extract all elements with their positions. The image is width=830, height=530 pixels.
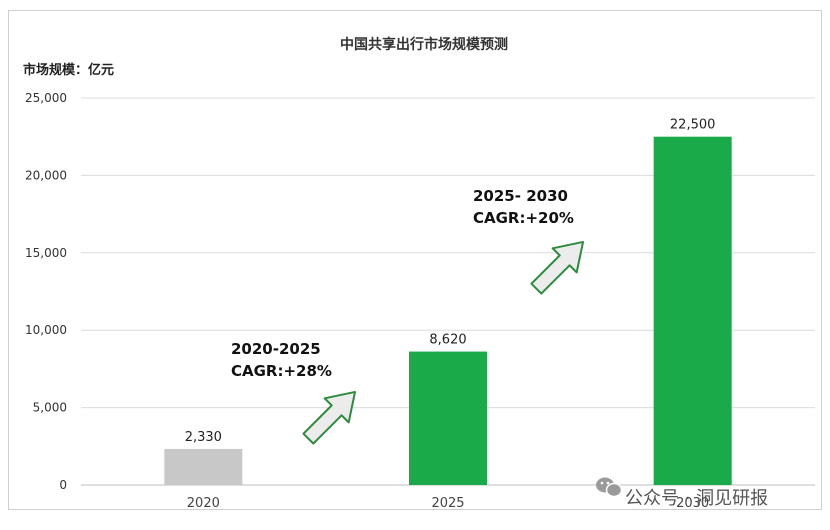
cagr-annotation-line: 2025- 2030	[473, 187, 568, 205]
y-axis-ticks: 0 5,000 10,000 15,000 20,000 25,000	[25, 91, 67, 492]
y-tick-label: 15,000	[25, 246, 67, 260]
bar-2030	[653, 136, 732, 485]
watermark-text: 公众号 · 洞见研报	[625, 488, 768, 509]
growth-arrow	[530, 240, 585, 295]
cagr-annotation-line: 2020-2025	[231, 340, 321, 358]
growth-arrow	[302, 390, 357, 445]
bar-2025	[409, 351, 487, 485]
data-label: 22,500	[670, 118, 716, 133]
chart-frame: 中国共享出行市场规模预测 市场规模：亿元 0 5,000 10,000 15,000 2…	[8, 10, 822, 511]
y-tick-label: 10,000	[25, 323, 67, 337]
x-tick-label: 2025	[431, 496, 464, 511]
x-tick-label: 2030	[676, 496, 709, 511]
x-tick-label: 2020	[187, 496, 220, 511]
x-axis-ticks: 2020 2025 2030	[187, 496, 709, 511]
watermark: 公众号 · 洞见研报	[596, 477, 768, 509]
chart-title: 中国共享出行市场规模预测	[340, 36, 508, 53]
data-label: 2,330	[185, 430, 222, 445]
y-tick-label: 25,000	[25, 91, 67, 105]
y-tick-label: 20,000	[25, 168, 67, 182]
bar-chart: 中国共享出行市场规模预测 市场规模：亿元 0 5,000 10,000 15,000 2…	[23, 36, 815, 511]
bar-2020	[164, 448, 243, 485]
data-labels: 2,330 8,620 22,500	[185, 118, 716, 445]
cagr-annotation-line: CAGR:+28%	[231, 362, 332, 380]
y-axis-unit-label: 市场规模：亿元	[23, 62, 114, 78]
cagr-annotations: 2020-2025 CAGR:+28% 2025- 2030 CAGR:+20%	[231, 187, 585, 445]
cagr-annotation-line: CAGR:+20%	[473, 209, 574, 227]
y-tick-label: 5,000	[33, 401, 67, 415]
y-tick-label: 0	[59, 478, 67, 492]
bars	[164, 136, 732, 485]
wechat-icon	[596, 477, 623, 498]
data-label: 8,620	[429, 333, 466, 348]
